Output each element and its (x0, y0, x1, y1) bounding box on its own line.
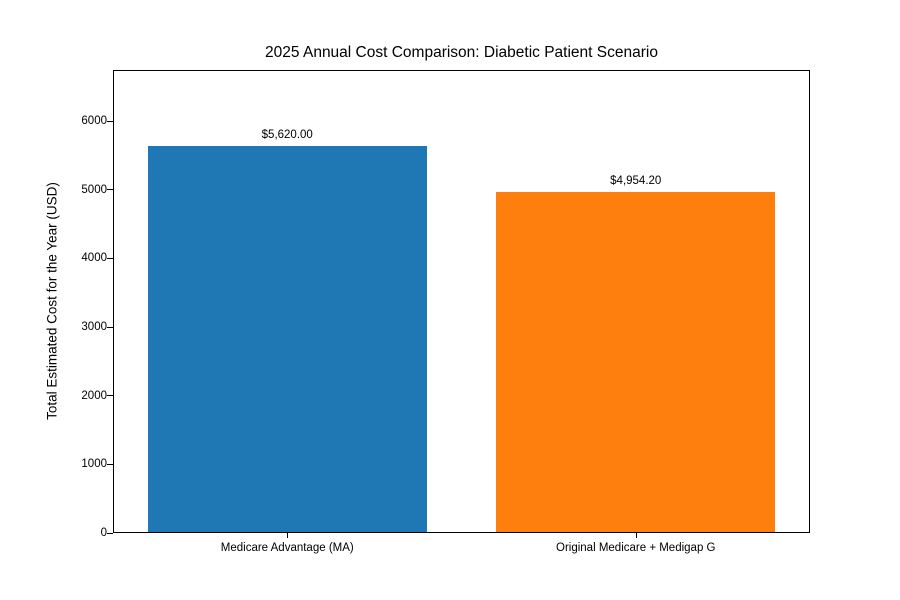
bar-value-label: $5,620.00 (261, 129, 313, 142)
y-axis-label: Total Estimated Cost for the Year (USD) (44, 182, 60, 420)
ytick-mark (107, 532, 113, 534)
ytick-label: 1000 (81, 458, 107, 471)
xtick-label: Original Medicare + Medigap G (556, 542, 716, 554)
ytick-mark (107, 326, 113, 328)
bar-0: $5,620.00 (147, 129, 427, 532)
ytick-mark (107, 463, 113, 465)
plot-area: $5,620.00 $4,954.20 (113, 70, 810, 533)
chart-title: 2025 Annual Cost Comparison: Diabetic Pa… (265, 44, 658, 61)
xtick-mark (635, 533, 637, 538)
ytick-label: 0 (100, 527, 107, 539)
ytick-mark (107, 257, 113, 259)
ytick-mark (107, 120, 113, 122)
xtick-label: Medicare Advantage (MA) (220, 542, 354, 554)
bar-1: $4,954.20 (496, 175, 776, 532)
ytick-mark (107, 395, 113, 397)
ytick-label: 3000 (81, 321, 107, 334)
xtick-mark (287, 533, 289, 538)
bar-value-label: $4,954.20 (610, 174, 662, 187)
ytick-label: 6000 (81, 115, 107, 128)
ytick-label: 4000 (81, 252, 107, 265)
ytick-label: 5000 (81, 183, 107, 196)
ytick-mark (107, 189, 113, 191)
ytick-label: 2000 (81, 389, 107, 402)
